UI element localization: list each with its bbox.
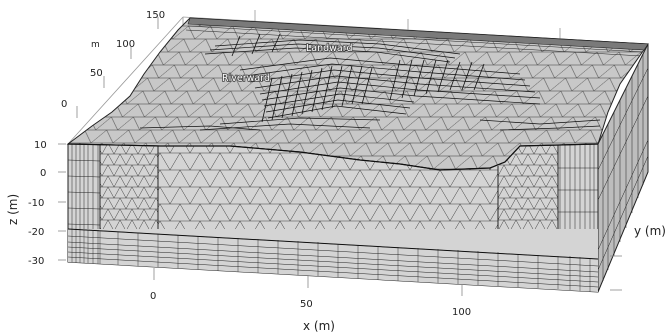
z-tick-minus10: -10 [28,198,44,209]
x-tick-50: 50 [300,299,313,310]
right-axis-ticks [610,255,622,291]
z-tick-minus20: -20 [28,227,44,238]
z-tick-0: 0 [40,168,46,179]
y-tick-150: 150 [146,10,165,21]
right-side-mesh [597,54,649,281]
region-label-riverward: Riverward [222,73,270,84]
z-axis-ticks [58,143,66,261]
dense-mesh-ribs [231,33,485,123]
dense-mesh-bands [139,39,601,131]
x-axis-ticks [153,268,463,296]
y-unit-label: m [91,40,100,50]
z-tick-10: 10 [34,140,47,151]
z-tick-minus30: -30 [28,256,44,267]
y-tick-0: 0 [61,99,67,110]
y-axis-label: y (m) [634,224,665,238]
region-label-landward: Landward [306,43,353,54]
y-tick-100: 100 [116,39,135,50]
front-top-edge [67,143,599,171]
front-mesh [68,144,598,292]
x-tick-0: 0 [150,291,156,302]
y-tick-50: 50 [90,68,103,79]
x-tick-100: 100 [452,307,471,318]
bottom-layer-columns [71,229,591,292]
z-axis-label: z (m) [6,194,20,225]
top-back-edge [187,17,649,51]
y-axis-ticks [76,17,159,118]
x-axis-label: x (m) [303,319,335,333]
back-top-ticks [254,10,561,39]
